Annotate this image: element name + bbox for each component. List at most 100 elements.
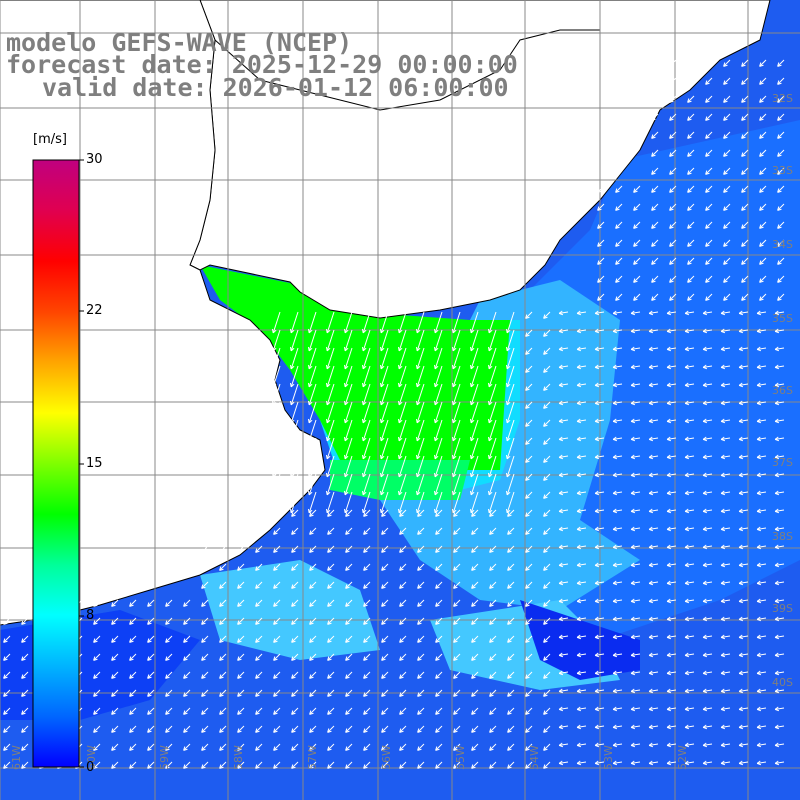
wind-arrow-head bbox=[255, 656, 258, 661]
wind-arrow-head bbox=[416, 329, 421, 334]
wind-arrow-head bbox=[576, 724, 581, 728]
wind-arrow-head bbox=[741, 170, 744, 175]
wind-arrow bbox=[559, 599, 569, 602]
wind-arrow-head bbox=[702, 490, 707, 494]
wind-arrow-head bbox=[272, 347, 277, 352]
wind-arrow-head bbox=[723, 206, 726, 211]
wind-arrow-head bbox=[738, 546, 744, 550]
wind-arrow-head bbox=[237, 694, 242, 697]
wind-arrow-head bbox=[507, 694, 512, 697]
wind-arrow-head bbox=[702, 598, 707, 602]
wind-arrow-head bbox=[684, 312, 690, 316]
wind-arrow-head bbox=[630, 348, 636, 352]
wind-arrow bbox=[703, 329, 713, 332]
wind-arrow bbox=[577, 491, 587, 494]
wind-arrow bbox=[649, 455, 659, 458]
wind-arrow-head bbox=[183, 658, 188, 661]
wind-arrow bbox=[435, 509, 443, 517]
wind-arrow-head bbox=[630, 562, 635, 566]
wind-arrow bbox=[327, 761, 335, 769]
wind-arrow-head bbox=[702, 420, 708, 424]
wind-arrow-head bbox=[648, 742, 653, 746]
wind-arrow-head bbox=[666, 616, 671, 620]
wind-arrow-head bbox=[345, 710, 348, 715]
wind-arrow-head bbox=[255, 568, 260, 571]
wind-arrow-head bbox=[648, 690, 654, 694]
wind-arrow-head bbox=[381, 676, 386, 679]
wind-arrow-head bbox=[633, 208, 638, 211]
wind-arrow-head bbox=[309, 622, 314, 625]
wind-arrow-head bbox=[147, 676, 152, 679]
wind-arrow-head bbox=[289, 400, 292, 406]
wind-arrow bbox=[507, 761, 515, 769]
wind-arrow-head bbox=[738, 328, 743, 332]
wind-arrow bbox=[757, 671, 767, 674]
wind-arrow bbox=[453, 707, 461, 715]
wind-arrow-head bbox=[525, 442, 530, 445]
wind-arrow-head bbox=[183, 656, 186, 661]
wind-arrow-head bbox=[543, 748, 548, 751]
wind-arrow-head bbox=[344, 473, 349, 478]
wind-arrow bbox=[525, 563, 533, 571]
wind-arrow-head bbox=[723, 170, 726, 175]
wind-arrow-head bbox=[452, 383, 457, 388]
wind-arrow-head bbox=[576, 562, 581, 566]
wind-arrow-head bbox=[576, 546, 582, 550]
wind-arrow bbox=[739, 401, 749, 404]
wind-arrow-head bbox=[669, 152, 672, 157]
wind-arrow bbox=[777, 185, 785, 193]
wind-arrow-head bbox=[558, 348, 564, 352]
wind-arrow-head bbox=[129, 622, 134, 625]
wind-arrow-head bbox=[738, 760, 743, 764]
wind-arrow bbox=[3, 707, 11, 715]
wind-arrow-head bbox=[273, 746, 276, 751]
wind-arrow-head bbox=[777, 260, 780, 265]
wind-arrow-head bbox=[558, 472, 563, 476]
wind-arrow-head bbox=[451, 328, 454, 334]
wind-arrow-head bbox=[615, 298, 620, 301]
wind-arrow-head bbox=[325, 454, 328, 460]
wind-arrow-head bbox=[687, 116, 690, 121]
wind-arrow-head bbox=[612, 672, 618, 676]
wind-arrow-head bbox=[666, 348, 672, 352]
wind-arrow-head bbox=[361, 418, 364, 424]
wind-arrow-head bbox=[417, 568, 422, 571]
wind-arrow-head bbox=[684, 580, 689, 584]
wind-arrow-head bbox=[471, 548, 474, 553]
wind-arrow-head bbox=[290, 329, 295, 334]
wind-arrow bbox=[649, 617, 659, 620]
wind-arrow-head bbox=[237, 604, 242, 607]
wind-arrow bbox=[489, 653, 497, 661]
wind-arrow bbox=[183, 725, 191, 733]
wind-arrow-head bbox=[147, 728, 150, 733]
wind-arrow-head bbox=[702, 670, 707, 674]
wind-arrow-head bbox=[273, 656, 276, 661]
wind-arrow bbox=[308, 365, 317, 388]
wind-arrow bbox=[417, 689, 425, 697]
wind-arrow-head bbox=[723, 136, 728, 139]
wind-arrow bbox=[381, 725, 389, 733]
wind-arrow bbox=[345, 599, 353, 607]
wind-arrow bbox=[685, 347, 695, 350]
wind-arrow bbox=[525, 311, 533, 319]
wind-arrow-head bbox=[93, 694, 98, 697]
wind-arrow-head bbox=[576, 690, 582, 694]
wind-arrow bbox=[703, 347, 713, 350]
wind-arrow-head bbox=[612, 580, 617, 584]
wind-arrow bbox=[272, 383, 281, 406]
wind-arrow-head bbox=[93, 748, 98, 751]
wind-arrow-head bbox=[702, 760, 707, 764]
wind-arrow-head bbox=[111, 622, 116, 625]
wind-arrow-head bbox=[219, 710, 222, 715]
wind-arrow-head bbox=[576, 760, 581, 764]
wind-arrow-head bbox=[255, 766, 260, 769]
wind-arrow-head bbox=[759, 208, 764, 211]
wind-arrow bbox=[147, 635, 155, 643]
wind-arrow-head bbox=[612, 654, 618, 658]
wind-arrow bbox=[721, 509, 731, 512]
wind-arrow-head bbox=[291, 692, 294, 697]
colorbar-unit: [m/s] bbox=[33, 132, 67, 147]
wind-arrow-head bbox=[345, 694, 350, 697]
wind-arrow-head bbox=[630, 706, 635, 710]
